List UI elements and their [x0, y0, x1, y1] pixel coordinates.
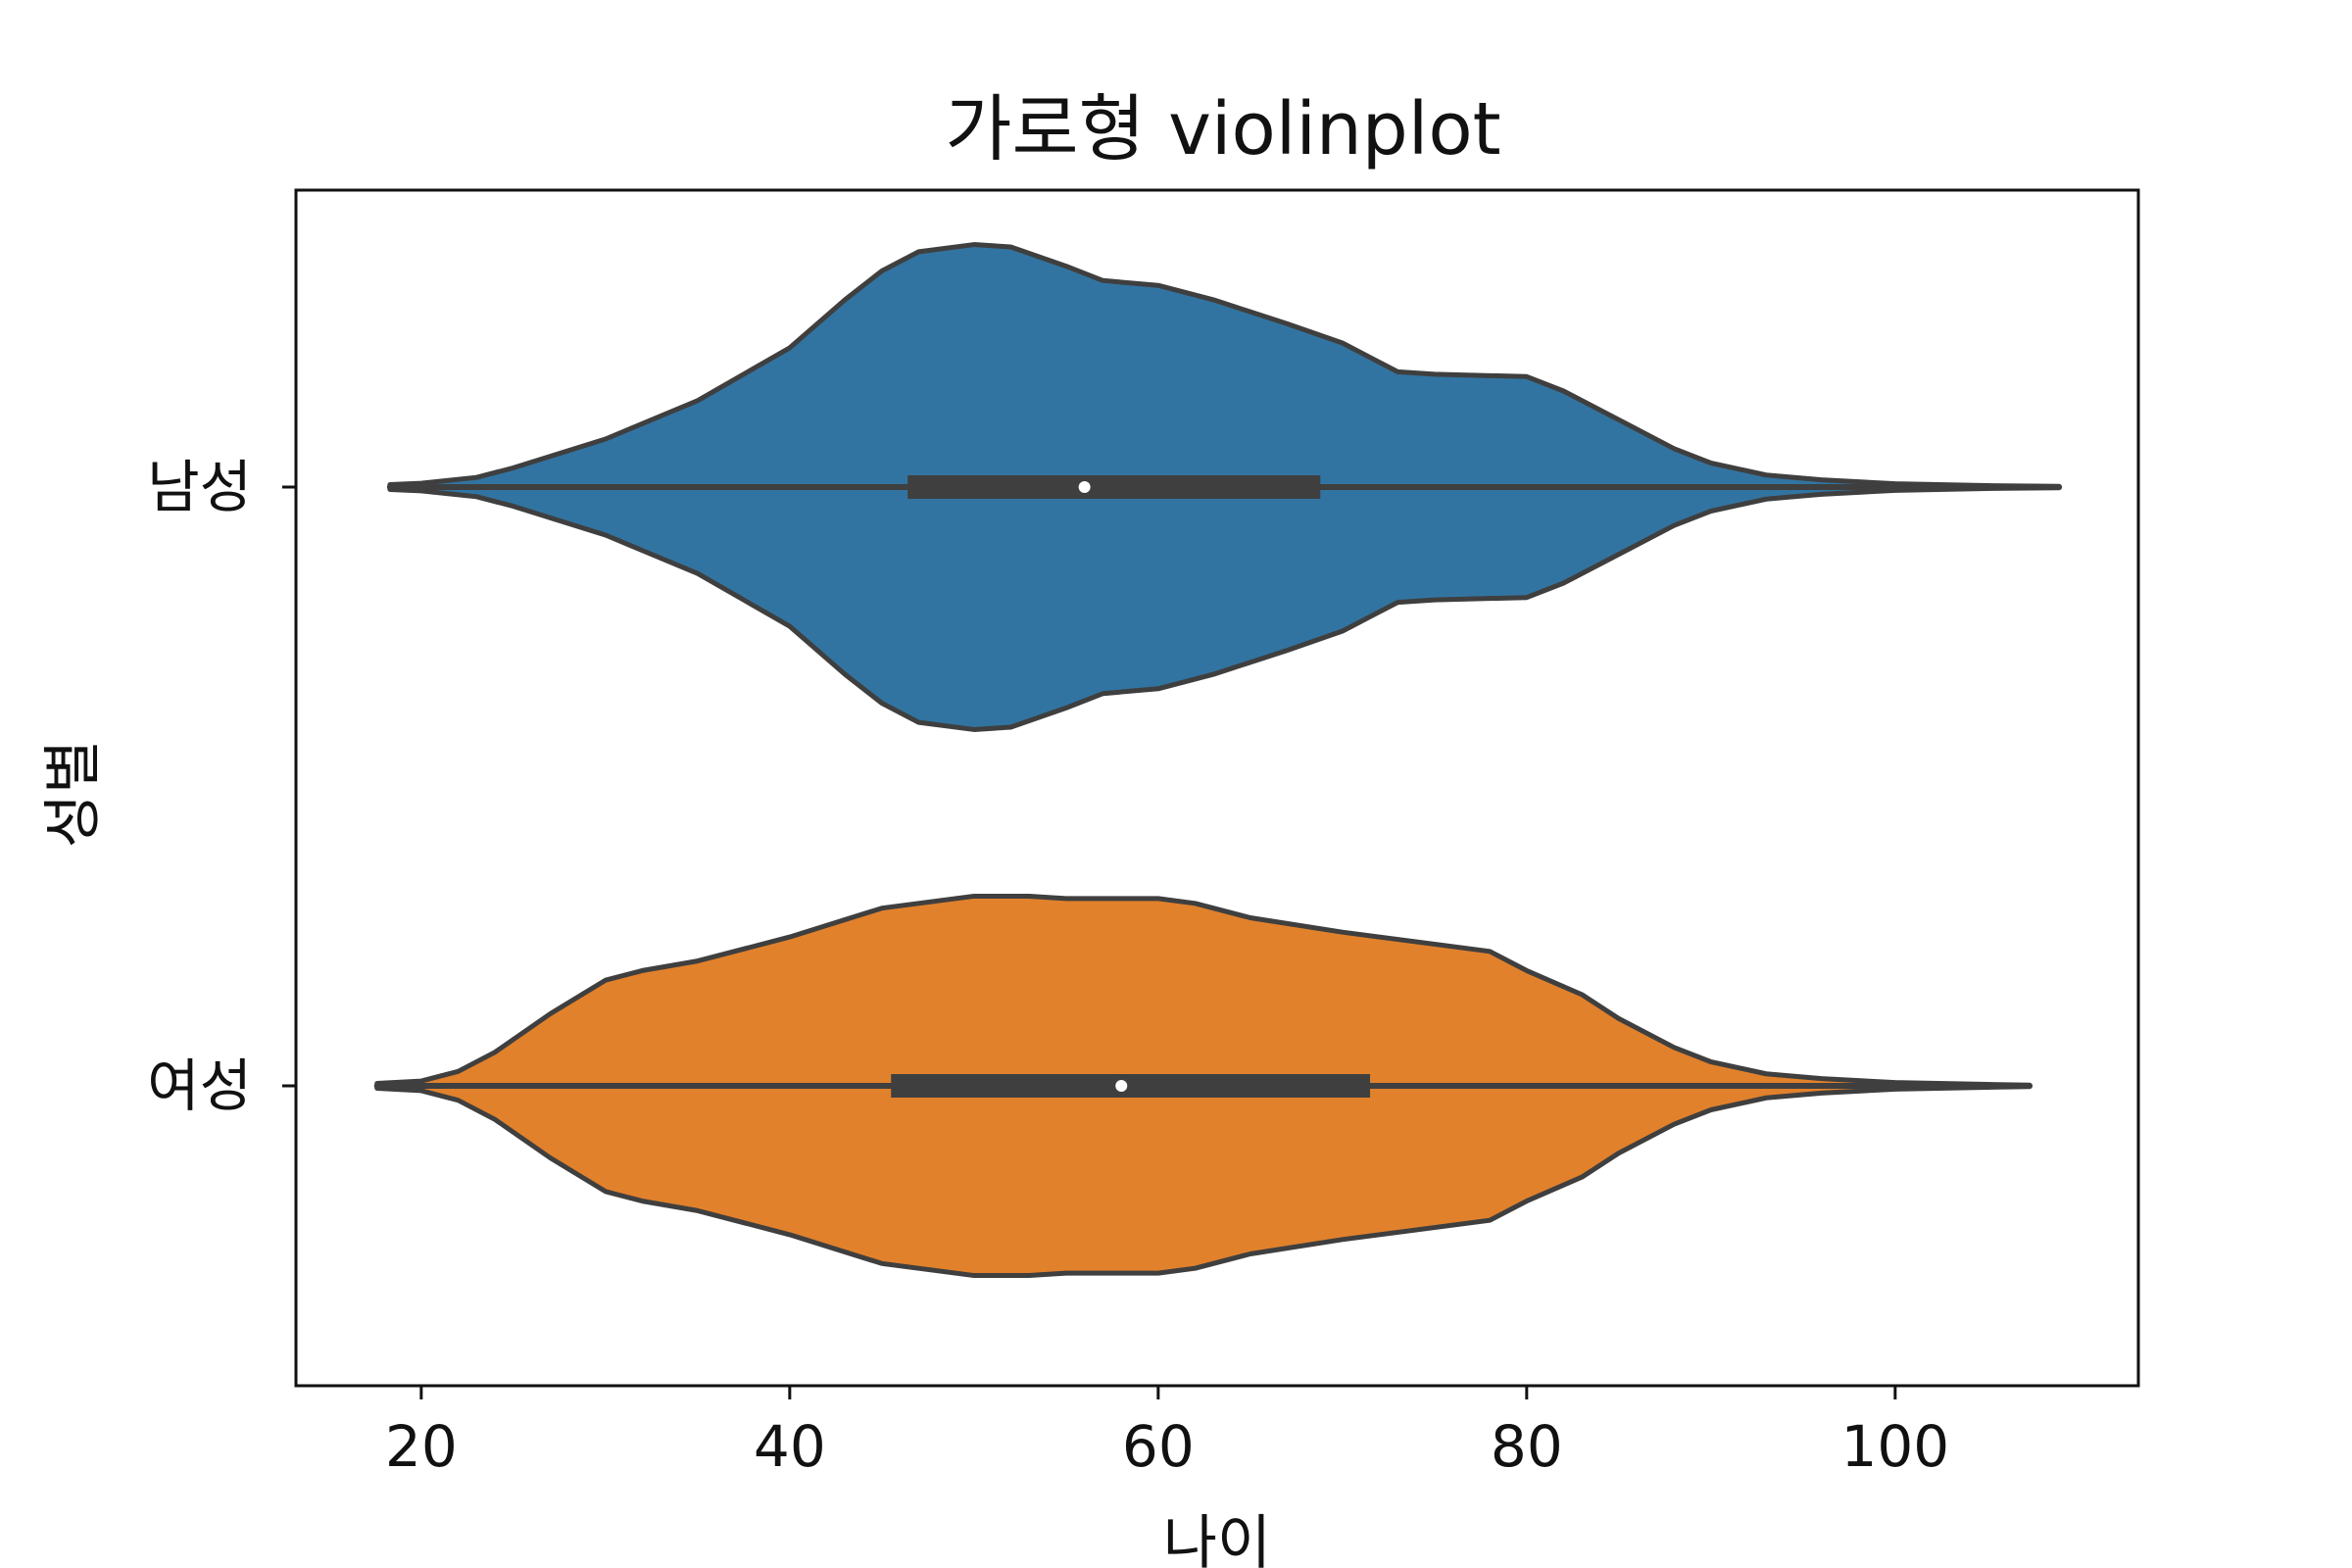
- median-marker: [1078, 481, 1091, 493]
- plot-area: [373, 242, 2063, 1279]
- median-marker: [1115, 1080, 1128, 1092]
- x-tick-label: 40: [754, 1413, 826, 1480]
- x-tick-label: 20: [385, 1413, 458, 1480]
- iqr-box: [891, 1074, 1371, 1098]
- x-tick-label: 60: [1122, 1413, 1195, 1480]
- x-tick-label: 80: [1491, 1413, 1563, 1480]
- y-axis-label: 성별: [39, 740, 108, 848]
- y-tick-label: 여성: [147, 1053, 252, 1119]
- chart-title: 가로형 violinplot: [945, 87, 1500, 172]
- iqr-box: [907, 475, 1321, 499]
- x-tick-label: 100: [1840, 1413, 1949, 1480]
- x-axis-label: 나이: [1163, 1509, 1271, 1568]
- plot-frame: [294, 188, 2140, 1388]
- y-tick-label: 남성: [147, 454, 252, 520]
